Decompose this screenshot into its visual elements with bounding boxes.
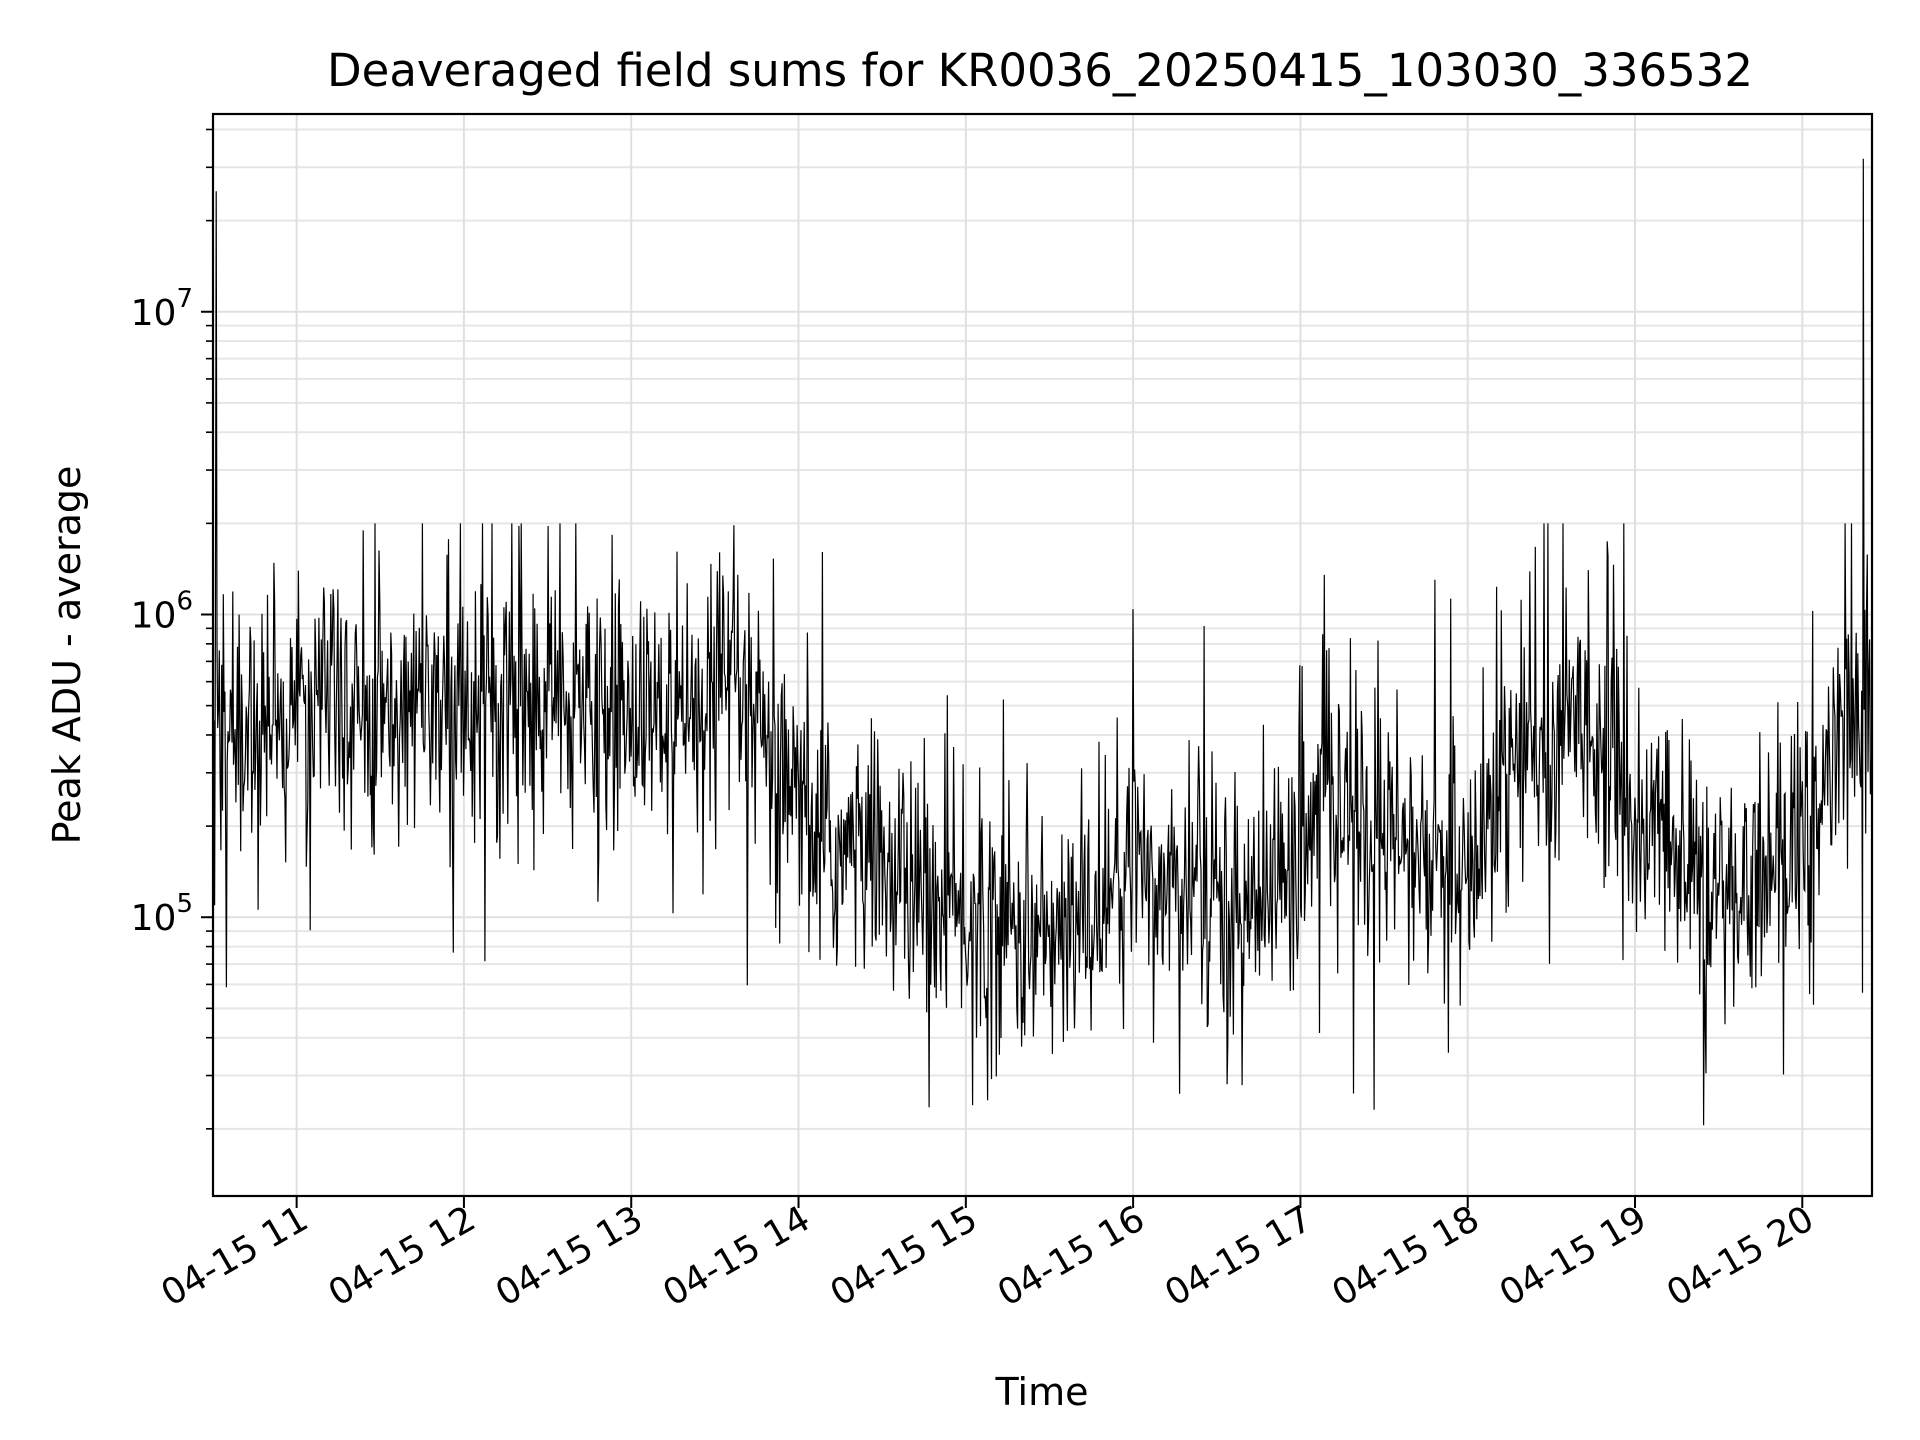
grid: [213, 114, 1872, 1196]
y-tick-label: 107: [131, 284, 193, 334]
chart-title: Deaveraged field sums for KR0036_2025041…: [327, 44, 1753, 97]
plot-frame: [211, 112, 1874, 1198]
y-tick-label: 106: [131, 586, 193, 636]
series-path: [212, 158, 1873, 1126]
x-axis-label: Time: [995, 1370, 1089, 1414]
y-axis-label: Peak ADU - average: [45, 466, 89, 845]
y-tick-label: 105: [131, 889, 193, 939]
y-axis: 105 106 107: [131, 128, 213, 1130]
series-line: [212, 158, 1873, 1126]
